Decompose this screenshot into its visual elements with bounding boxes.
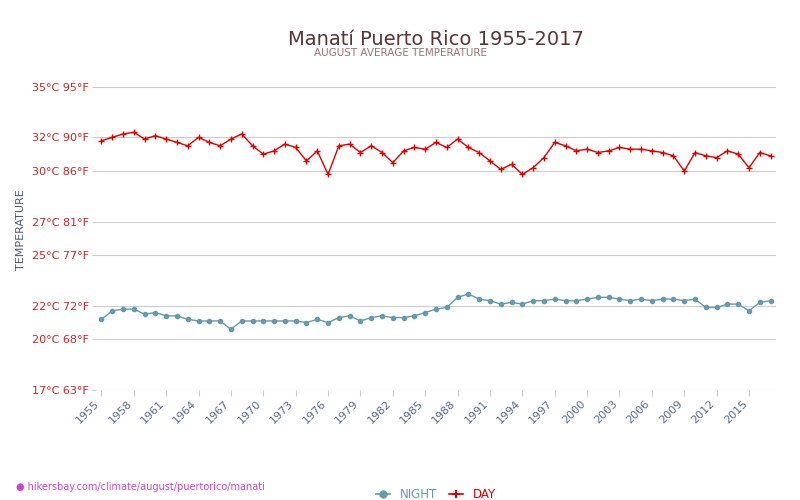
Legend: NIGHT, DAY: NIGHT, DAY (371, 484, 501, 500)
Title: Manatí Puerto Rico 1955-2017: Manatí Puerto Rico 1955-2017 (288, 30, 584, 49)
Y-axis label: TEMPERATURE: TEMPERATURE (16, 190, 26, 270)
Text: ● hikersbay.com/climate/august/puertorico/manati: ● hikersbay.com/climate/august/puertoric… (16, 482, 265, 492)
Text: AUGUST AVERAGE TEMPERATURE: AUGUST AVERAGE TEMPERATURE (314, 48, 486, 58)
